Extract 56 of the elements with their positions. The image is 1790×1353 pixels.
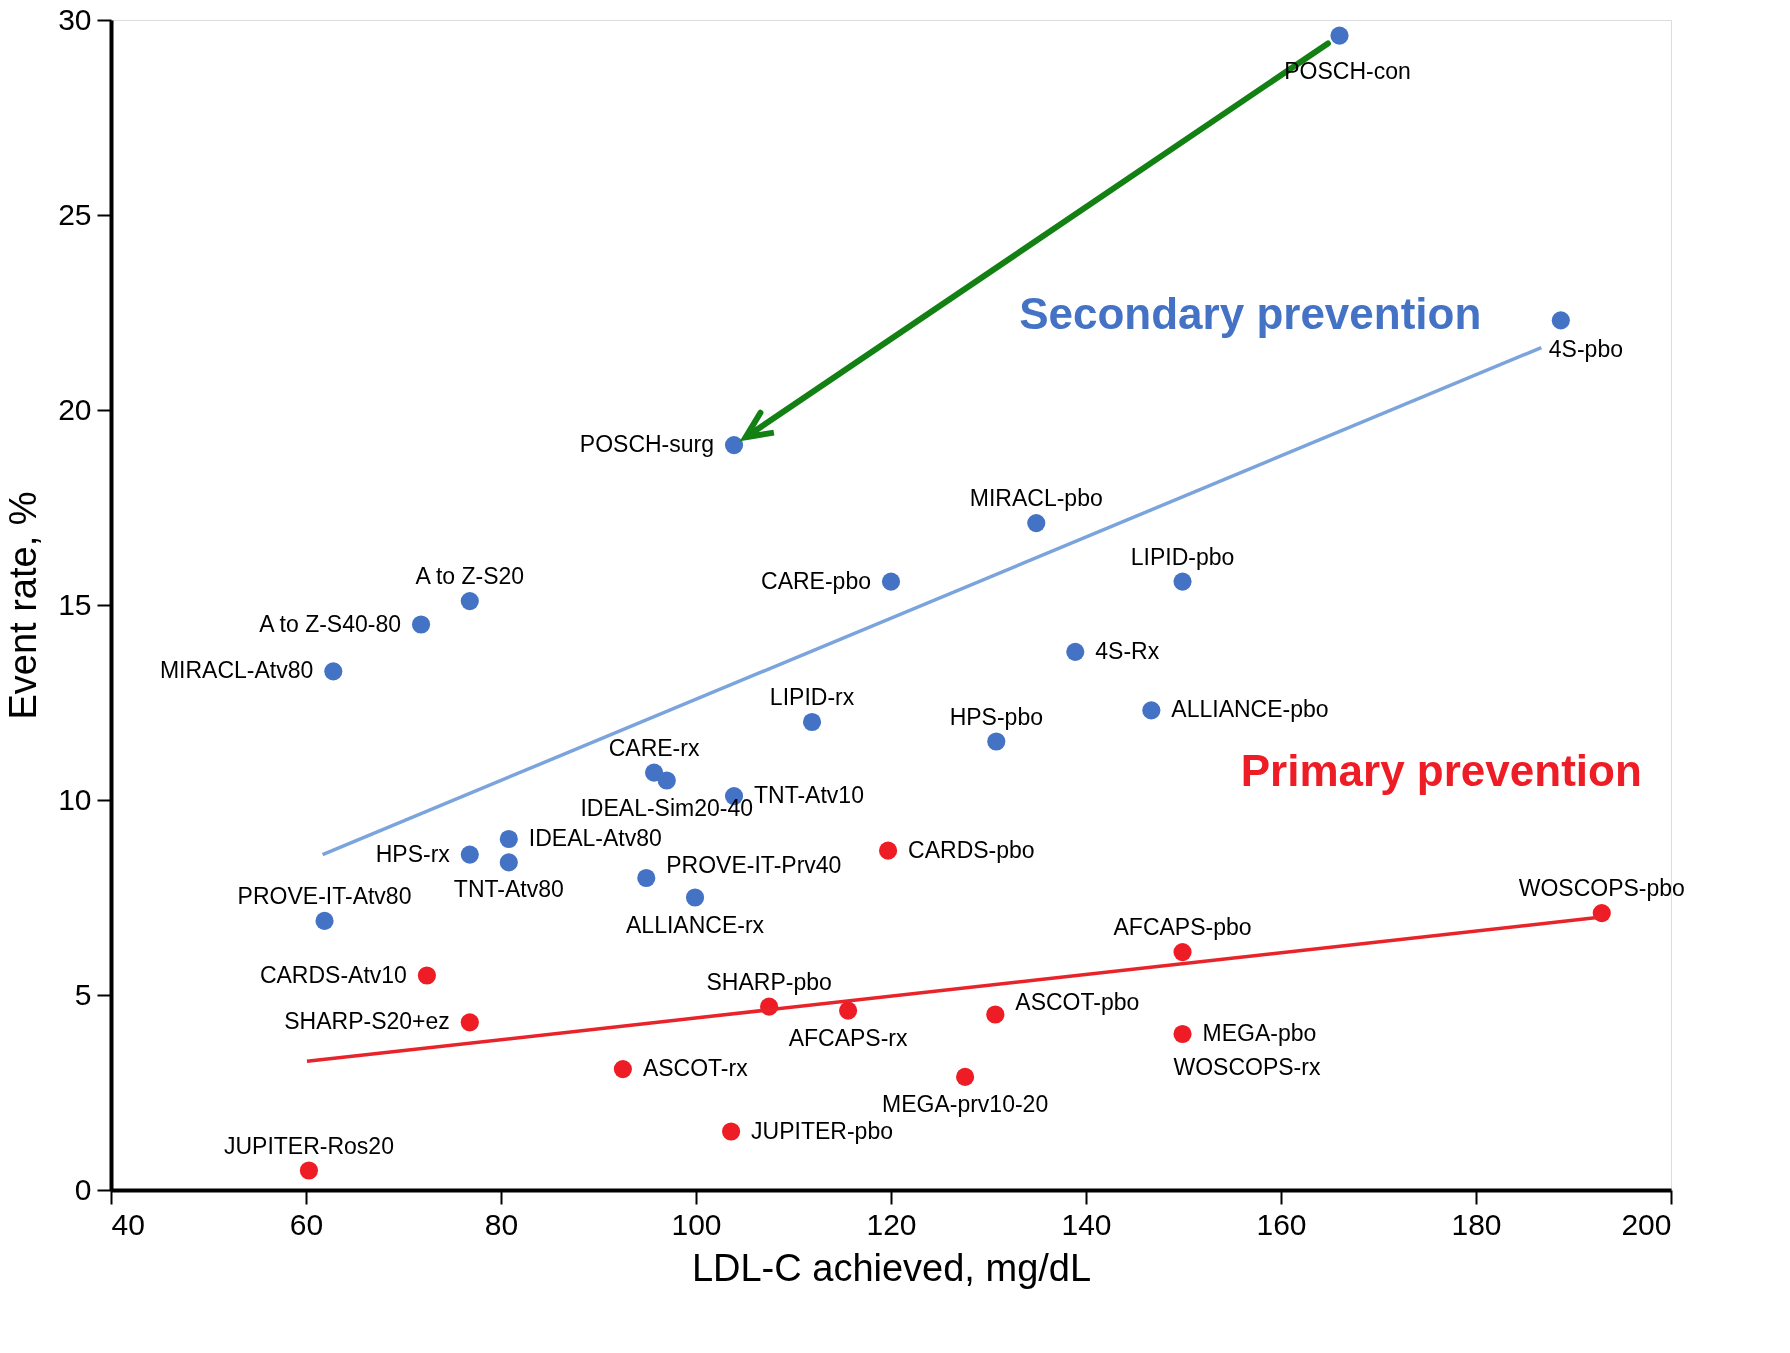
annotation: MEGA-prv10-20 <box>882 1090 1049 1117</box>
y-tick-label: 15 <box>58 587 92 621</box>
annotation: AFCAPS-pbo <box>1113 914 1252 941</box>
annotation: ASCOT-pbo <box>1015 988 1140 1015</box>
annotation: ASCOT-rx <box>642 1055 749 1082</box>
annotation: A to Z-S20 <box>415 563 525 590</box>
y-axis-title: Event rate, % <box>2 491 45 720</box>
x-tick-label: 200 <box>1621 1207 1672 1241</box>
y-tick-label: 30 <box>58 2 92 36</box>
annotation: POSCH-con <box>1284 57 1411 84</box>
x-tick-label: 60 <box>289 1207 324 1241</box>
annotation: WOSCOPS-pbo <box>1518 875 1685 902</box>
annotation: CARE-pbo <box>761 567 871 594</box>
annotation: IDEAL-Sim20-40 <box>580 794 754 821</box>
annotation: TNT-Atv10 <box>754 782 864 809</box>
y-tick-label: 25 <box>58 197 92 231</box>
annotation: MIRACL-pbo <box>969 485 1103 512</box>
x-tick-label: 160 <box>1256 1207 1307 1241</box>
annotation: PROVE-IT-Atv80 <box>237 882 412 909</box>
annotation: CARDS-Atv10 <box>259 961 407 988</box>
annotation: TNT-Atv80 <box>453 876 564 903</box>
x-tick-label: 140 <box>1061 1207 1112 1241</box>
y-tick-label: 0 <box>74 1172 92 1206</box>
annotation: WOSCOPS-rx <box>1173 1053 1321 1080</box>
y-tick-label: 20 <box>58 392 92 426</box>
x-tick-label: 80 <box>484 1207 519 1241</box>
annotation: PROVE-IT-Prv40 <box>666 852 842 878</box>
annotation: 4S-pbo <box>1548 336 1623 363</box>
x-tick-label: 180 <box>1451 1207 1502 1241</box>
annotation: ALLIANCE-pbo <box>1171 696 1329 723</box>
annotation: IDEAL-Atv80 <box>528 825 662 851</box>
annotation: HPS-pbo <box>949 703 1043 730</box>
annotation: CARE-rx <box>608 734 700 761</box>
annotation: LIPID-rx <box>769 684 855 710</box>
annotation: LIPID-pbo <box>1130 543 1235 570</box>
annotation: POSCH-surg <box>579 431 715 458</box>
y-tick-label: 10 <box>58 782 92 816</box>
x-tick-label: 120 <box>866 1207 917 1241</box>
annotation: 4S-Rx <box>1095 637 1160 664</box>
annotation: JUPITER-pbo <box>751 1117 893 1144</box>
y-tick-label: 5 <box>74 977 92 1011</box>
annotation: A to Z-S40-80 <box>259 610 402 637</box>
annotation: MEGA-pbo <box>1202 1020 1317 1046</box>
x-tick-label: 40 <box>111 1207 145 1241</box>
annotation: SHARP-pbo <box>706 968 832 995</box>
series-label: Secondary prevention <box>1019 288 1482 338</box>
annotation: ALLIANCE-rx <box>626 911 765 938</box>
text: Primary prevention <box>1240 746 1642 795</box>
annotation: SHARP-S20+ez <box>284 1008 450 1035</box>
annotation: MIRACL-Atv80 <box>159 657 314 684</box>
annotation: CARDS-pbo <box>908 836 1035 863</box>
x-axis-title: LDL-C achieved, mg/dL <box>691 1246 1092 1289</box>
annotation: JUPITER-Ros20 <box>223 1132 394 1159</box>
x-tick-label: 100 <box>671 1207 722 1241</box>
annotation: AFCAPS-rx <box>788 1024 909 1051</box>
annotation: HPS-rx <box>375 840 451 867</box>
